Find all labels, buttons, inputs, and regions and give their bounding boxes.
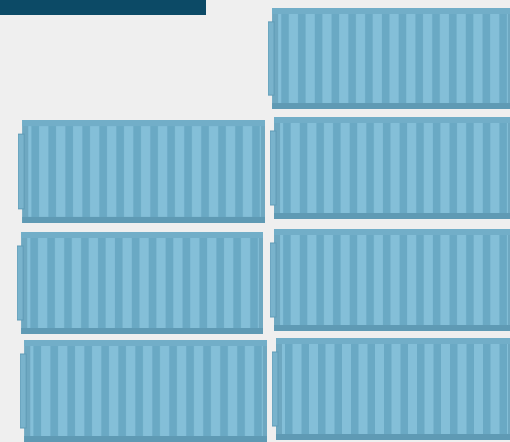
container	[270, 117, 510, 219]
container	[272, 338, 510, 440]
scene	[0, 0, 510, 442]
header-bar	[0, 0, 206, 15]
container	[18, 120, 265, 223]
container	[20, 340, 267, 442]
page	[0, 0, 510, 442]
container	[270, 229, 510, 331]
container	[268, 8, 510, 109]
container	[17, 232, 263, 334]
